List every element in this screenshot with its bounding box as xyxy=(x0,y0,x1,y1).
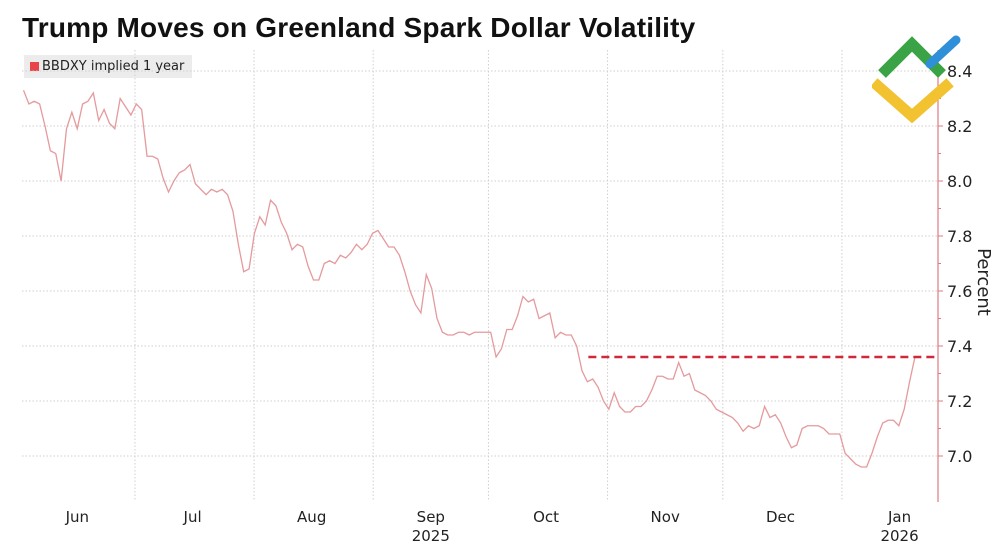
x-tick-label: Dec xyxy=(766,508,795,526)
series-layer xyxy=(22,90,916,468)
y-tick-label: 8.4 xyxy=(947,62,972,81)
y-tick-label: 7.0 xyxy=(947,447,972,466)
y-tick-label: 7.8 xyxy=(947,227,972,246)
x-year-label: 2026 xyxy=(880,527,918,545)
x-tick-label: Oct xyxy=(533,508,559,526)
y-tick-label: 7.4 xyxy=(947,337,972,356)
chart-title: Trump Moves on Greenland Spark Dollar Vo… xyxy=(22,12,696,43)
y-tick-label: 7.6 xyxy=(947,282,972,301)
y-axis: 7.0 7.2 7.4 7.6 7.8 8.0 8.2 8.4 xyxy=(937,50,972,502)
y-tick-label: 8.0 xyxy=(947,172,972,191)
legend-swatch xyxy=(30,62,39,71)
x-tick-label: Nov xyxy=(651,508,680,526)
x-tick-label: Jul xyxy=(183,508,202,526)
y-axis-label: Percent xyxy=(973,248,994,316)
x-year-label: 2025 xyxy=(412,527,450,545)
x-tick-label: Aug xyxy=(297,508,326,526)
y-tick-label: 8.2 xyxy=(947,117,972,136)
y-tick-label: 7.2 xyxy=(947,392,972,411)
legend: BBDXY implied 1 year xyxy=(24,55,193,78)
gridlines xyxy=(22,50,938,500)
brand-logo-icon xyxy=(872,35,961,124)
legend-label: BBDXY implied 1 year xyxy=(42,59,185,74)
x-tick-label: Jan xyxy=(887,508,911,526)
x-tick-label: Sep xyxy=(417,508,445,526)
series-line xyxy=(22,90,916,468)
x-tick-label: Jun xyxy=(65,508,89,526)
